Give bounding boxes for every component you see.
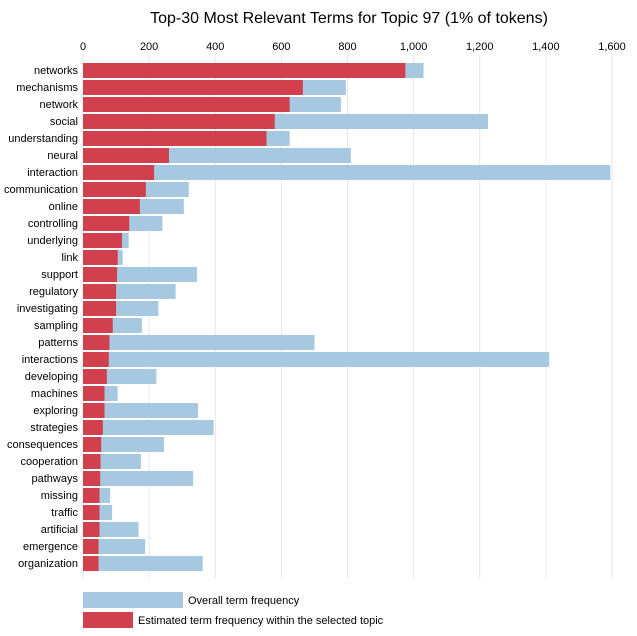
- term-label-sampling[interactable]: sampling: [34, 320, 78, 332]
- bar-topic-missing[interactable]: [83, 488, 100, 503]
- bar-topic-mechanisms[interactable]: [83, 80, 303, 95]
- chart-title: Top-30 Most Relevant Terms for Topic 97 …: [150, 10, 548, 27]
- bar-topic-communication[interactable]: [83, 182, 146, 197]
- bar-topic-patterns[interactable]: [83, 335, 110, 350]
- term-label-artificial[interactable]: artificial: [41, 524, 78, 536]
- bar-overall-strategies[interactable]: [83, 420, 214, 435]
- x-tick-label: 1,200: [466, 41, 494, 53]
- bar-overall-interaction[interactable]: [83, 165, 611, 180]
- term-labels: networks mechanisms network social understan…: [4, 65, 78, 570]
- legend: Overall term frequency Estimated term fr…: [83, 592, 384, 628]
- bar-topic-interactions[interactable]: [83, 352, 109, 367]
- term-label-investigating[interactable]: investigating: [17, 303, 78, 315]
- term-label-patterns[interactable]: patterns: [38, 337, 78, 349]
- term-label-organization[interactable]: organization: [18, 558, 78, 570]
- term-label-strategies[interactable]: strategies: [30, 422, 78, 434]
- bar-topic-traffic[interactable]: [83, 505, 100, 520]
- bar-topic-underlying[interactable]: [83, 233, 123, 248]
- bar-topic-pathways[interactable]: [83, 471, 101, 486]
- bar-topic-investigating[interactable]: [83, 301, 117, 316]
- term-label-mechanisms[interactable]: mechanisms: [16, 82, 78, 94]
- bar-overall-exploring[interactable]: [83, 403, 199, 418]
- bar-topic-emergence[interactable]: [83, 539, 99, 554]
- bar-topic-machines[interactable]: [83, 386, 105, 401]
- term-label-pathways[interactable]: pathways: [32, 473, 79, 485]
- term-label-consequences[interactable]: consequences: [7, 439, 78, 451]
- term-label-neural[interactable]: neural: [47, 150, 78, 162]
- term-label-online[interactable]: online: [49, 201, 78, 213]
- bar-topic-exploring[interactable]: [83, 403, 105, 418]
- term-label-interactions[interactable]: interactions: [22, 354, 79, 366]
- bar-overall-consequences[interactable]: [83, 437, 165, 452]
- legend-label-topic: Estimated term frequency within the sele…: [138, 615, 384, 627]
- bar-topic-online[interactable]: [83, 199, 140, 214]
- bar-topic-interaction[interactable]: [83, 165, 155, 180]
- bar-topic-network[interactable]: [83, 97, 290, 112]
- bar-topic-controlling[interactable]: [83, 216, 130, 231]
- term-label-network[interactable]: network: [39, 99, 78, 111]
- x-tick-label: 600: [272, 41, 290, 53]
- bar-topic-social[interactable]: [83, 114, 275, 129]
- bar-topic-artificial[interactable]: [83, 522, 100, 537]
- term-label-developing[interactable]: developing: [25, 371, 78, 383]
- term-label-underlying[interactable]: underlying: [27, 235, 78, 247]
- bar-topic-organization[interactable]: [83, 556, 99, 571]
- term-label-regulatory[interactable]: regulatory: [29, 286, 78, 298]
- bar-overall-interactions[interactable]: [83, 352, 550, 367]
- bar-topic-understanding[interactable]: [83, 131, 267, 146]
- term-label-communication[interactable]: communication: [4, 184, 78, 196]
- bar-overall-organization[interactable]: [83, 556, 203, 571]
- term-label-missing[interactable]: missing: [41, 490, 78, 502]
- term-label-cooperation[interactable]: cooperation: [21, 456, 79, 468]
- bar-topic-networks[interactable]: [83, 63, 406, 78]
- x-tick-label: 800: [338, 41, 356, 53]
- term-label-interaction[interactable]: interaction: [27, 167, 78, 179]
- x-axis-ticks: 0 200 400 600 800 1,000 1,200 1,400 1,600: [80, 41, 626, 53]
- bar-topic-developing[interactable]: [83, 369, 107, 384]
- bar-topic-cooperation[interactable]: [83, 454, 101, 469]
- bar-topic-neural[interactable]: [83, 148, 169, 163]
- term-label-machines[interactable]: machines: [31, 388, 79, 400]
- bar-overall-pathways[interactable]: [83, 471, 194, 486]
- term-label-link[interactable]: link: [61, 252, 78, 264]
- term-label-support[interactable]: support: [41, 269, 78, 281]
- bar-topic-link[interactable]: [83, 250, 118, 265]
- term-label-traffic[interactable]: traffic: [51, 507, 78, 519]
- term-label-social[interactable]: social: [50, 116, 78, 128]
- x-tick-label: 0: [80, 41, 86, 53]
- legend-swatch-overall: [83, 592, 183, 608]
- bars: [83, 63, 611, 571]
- legend-label-overall: Overall term frequency: [188, 595, 300, 607]
- bar-topic-regulatory[interactable]: [83, 284, 117, 299]
- x-tick-label: 1,600: [598, 41, 626, 53]
- bar-overall-patterns[interactable]: [83, 335, 315, 350]
- term-label-networks[interactable]: networks: [34, 65, 79, 77]
- term-label-exploring[interactable]: exploring: [33, 405, 78, 417]
- term-label-emergence[interactable]: emergence: [23, 541, 78, 553]
- bar-topic-support[interactable]: [83, 267, 118, 282]
- x-tick-label: 1,000: [400, 41, 428, 53]
- legend-swatch-topic: [83, 612, 133, 628]
- term-label-understanding[interactable]: understanding: [8, 133, 78, 145]
- bar-topic-sampling[interactable]: [83, 318, 113, 333]
- x-tick-label: 400: [206, 41, 224, 53]
- x-tick-label: 200: [140, 41, 158, 53]
- x-tick-label: 1,400: [532, 41, 560, 53]
- bar-topic-strategies[interactable]: [83, 420, 103, 435]
- term-label-controlling[interactable]: controlling: [28, 218, 78, 230]
- bar-topic-consequences[interactable]: [83, 437, 102, 452]
